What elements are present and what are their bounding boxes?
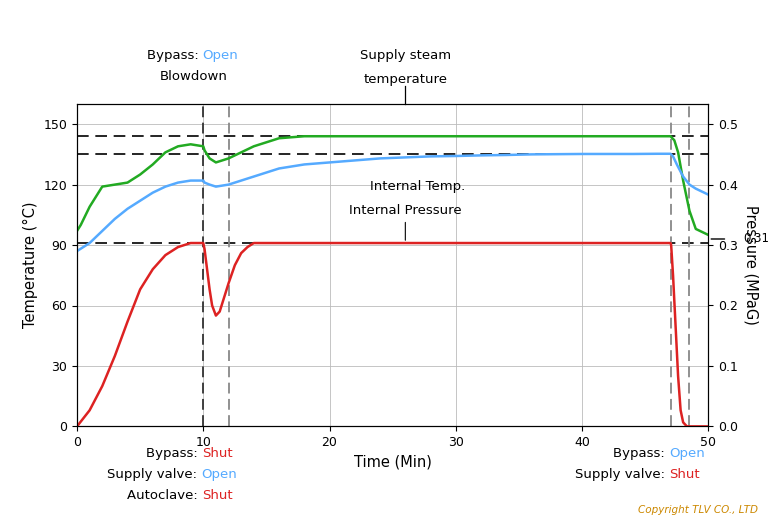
X-axis label: Time (Min): Time (Min) bbox=[353, 454, 432, 470]
Text: Shut: Shut bbox=[669, 469, 700, 482]
Text: Bypass:: Bypass: bbox=[613, 447, 669, 460]
Text: Open: Open bbox=[203, 49, 238, 62]
Text: 0.31: 0.31 bbox=[743, 232, 769, 245]
Text: Internal Temp.: Internal Temp. bbox=[370, 180, 466, 193]
Text: Supply valve:: Supply valve: bbox=[108, 469, 202, 482]
Y-axis label: Pressure (MPaG): Pressure (MPaG) bbox=[744, 205, 759, 325]
Text: Shut: Shut bbox=[202, 489, 233, 502]
Text: Blowdown: Blowdown bbox=[160, 70, 228, 83]
Text: Open: Open bbox=[202, 469, 237, 482]
Text: temperature: temperature bbox=[363, 73, 447, 86]
Text: Shut: Shut bbox=[202, 447, 233, 460]
Text: Open: Open bbox=[669, 447, 705, 460]
Text: Bypass:: Bypass: bbox=[146, 49, 203, 62]
Y-axis label: Temperature (°C): Temperature (°C) bbox=[23, 202, 38, 329]
Text: Supply steam: Supply steam bbox=[360, 49, 451, 62]
Text: Copyright TLV CO., LTD: Copyright TLV CO., LTD bbox=[638, 505, 758, 515]
Text: Autoclave:: Autoclave: bbox=[127, 489, 202, 502]
Text: Bypass:: Bypass: bbox=[146, 447, 202, 460]
Text: Supply valve:: Supply valve: bbox=[574, 469, 669, 482]
Text: Internal Pressure: Internal Pressure bbox=[349, 204, 462, 240]
